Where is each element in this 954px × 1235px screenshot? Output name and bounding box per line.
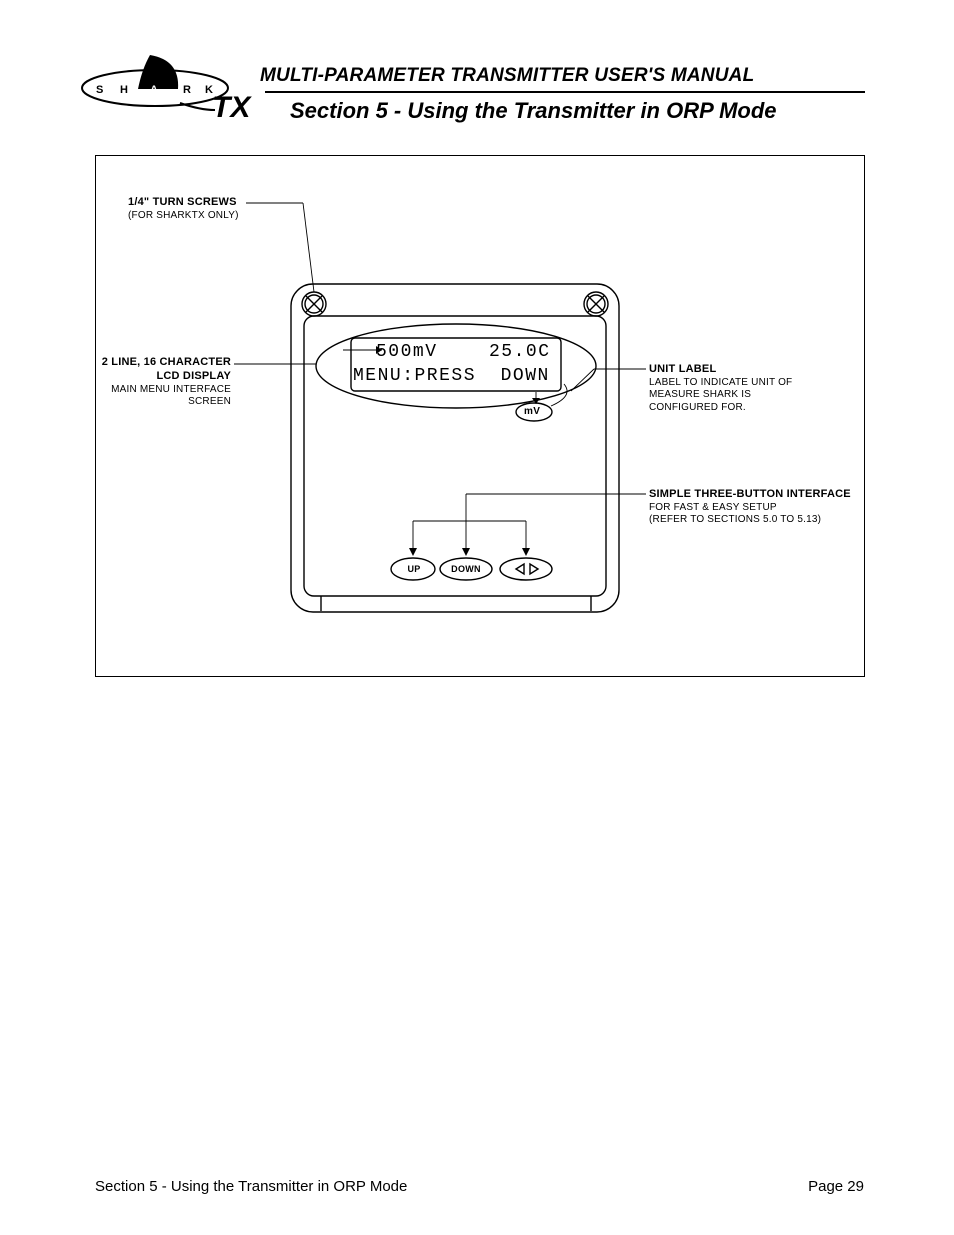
svg-text:TX: TX [212, 91, 252, 124]
footer-page: Page 29 [808, 1178, 864, 1195]
section-title: Section 5 - Using the Transmitter in ORP… [290, 98, 777, 124]
svg-text:S: S [96, 84, 103, 96]
button-nav [500, 558, 552, 580]
shark-tx-logo: S H A R K TX [80, 55, 280, 125]
button-down [440, 558, 492, 580]
svg-text:H: H [120, 84, 128, 96]
svg-text:R: R [183, 84, 191, 96]
screw-left-icon [302, 292, 326, 316]
footer-section: Section 5 - Using the Transmitter in ORP… [95, 1178, 407, 1195]
header-rule [265, 91, 865, 93]
svg-text:A: A [150, 84, 158, 96]
diagram-svg [96, 156, 866, 678]
page: S H A R K TX MULTI-PARAMETER TRANSMITTER… [0, 0, 954, 1235]
manual-title: MULTI-PARAMETER TRANSMITTER USER'S MANUA… [260, 65, 754, 87]
button-up [391, 558, 435, 580]
device-diagram: 1/4" TURN SCREWS (FOR SHARKTX ONLY) 2 LI… [95, 155, 865, 677]
screw-right-icon [584, 292, 608, 316]
